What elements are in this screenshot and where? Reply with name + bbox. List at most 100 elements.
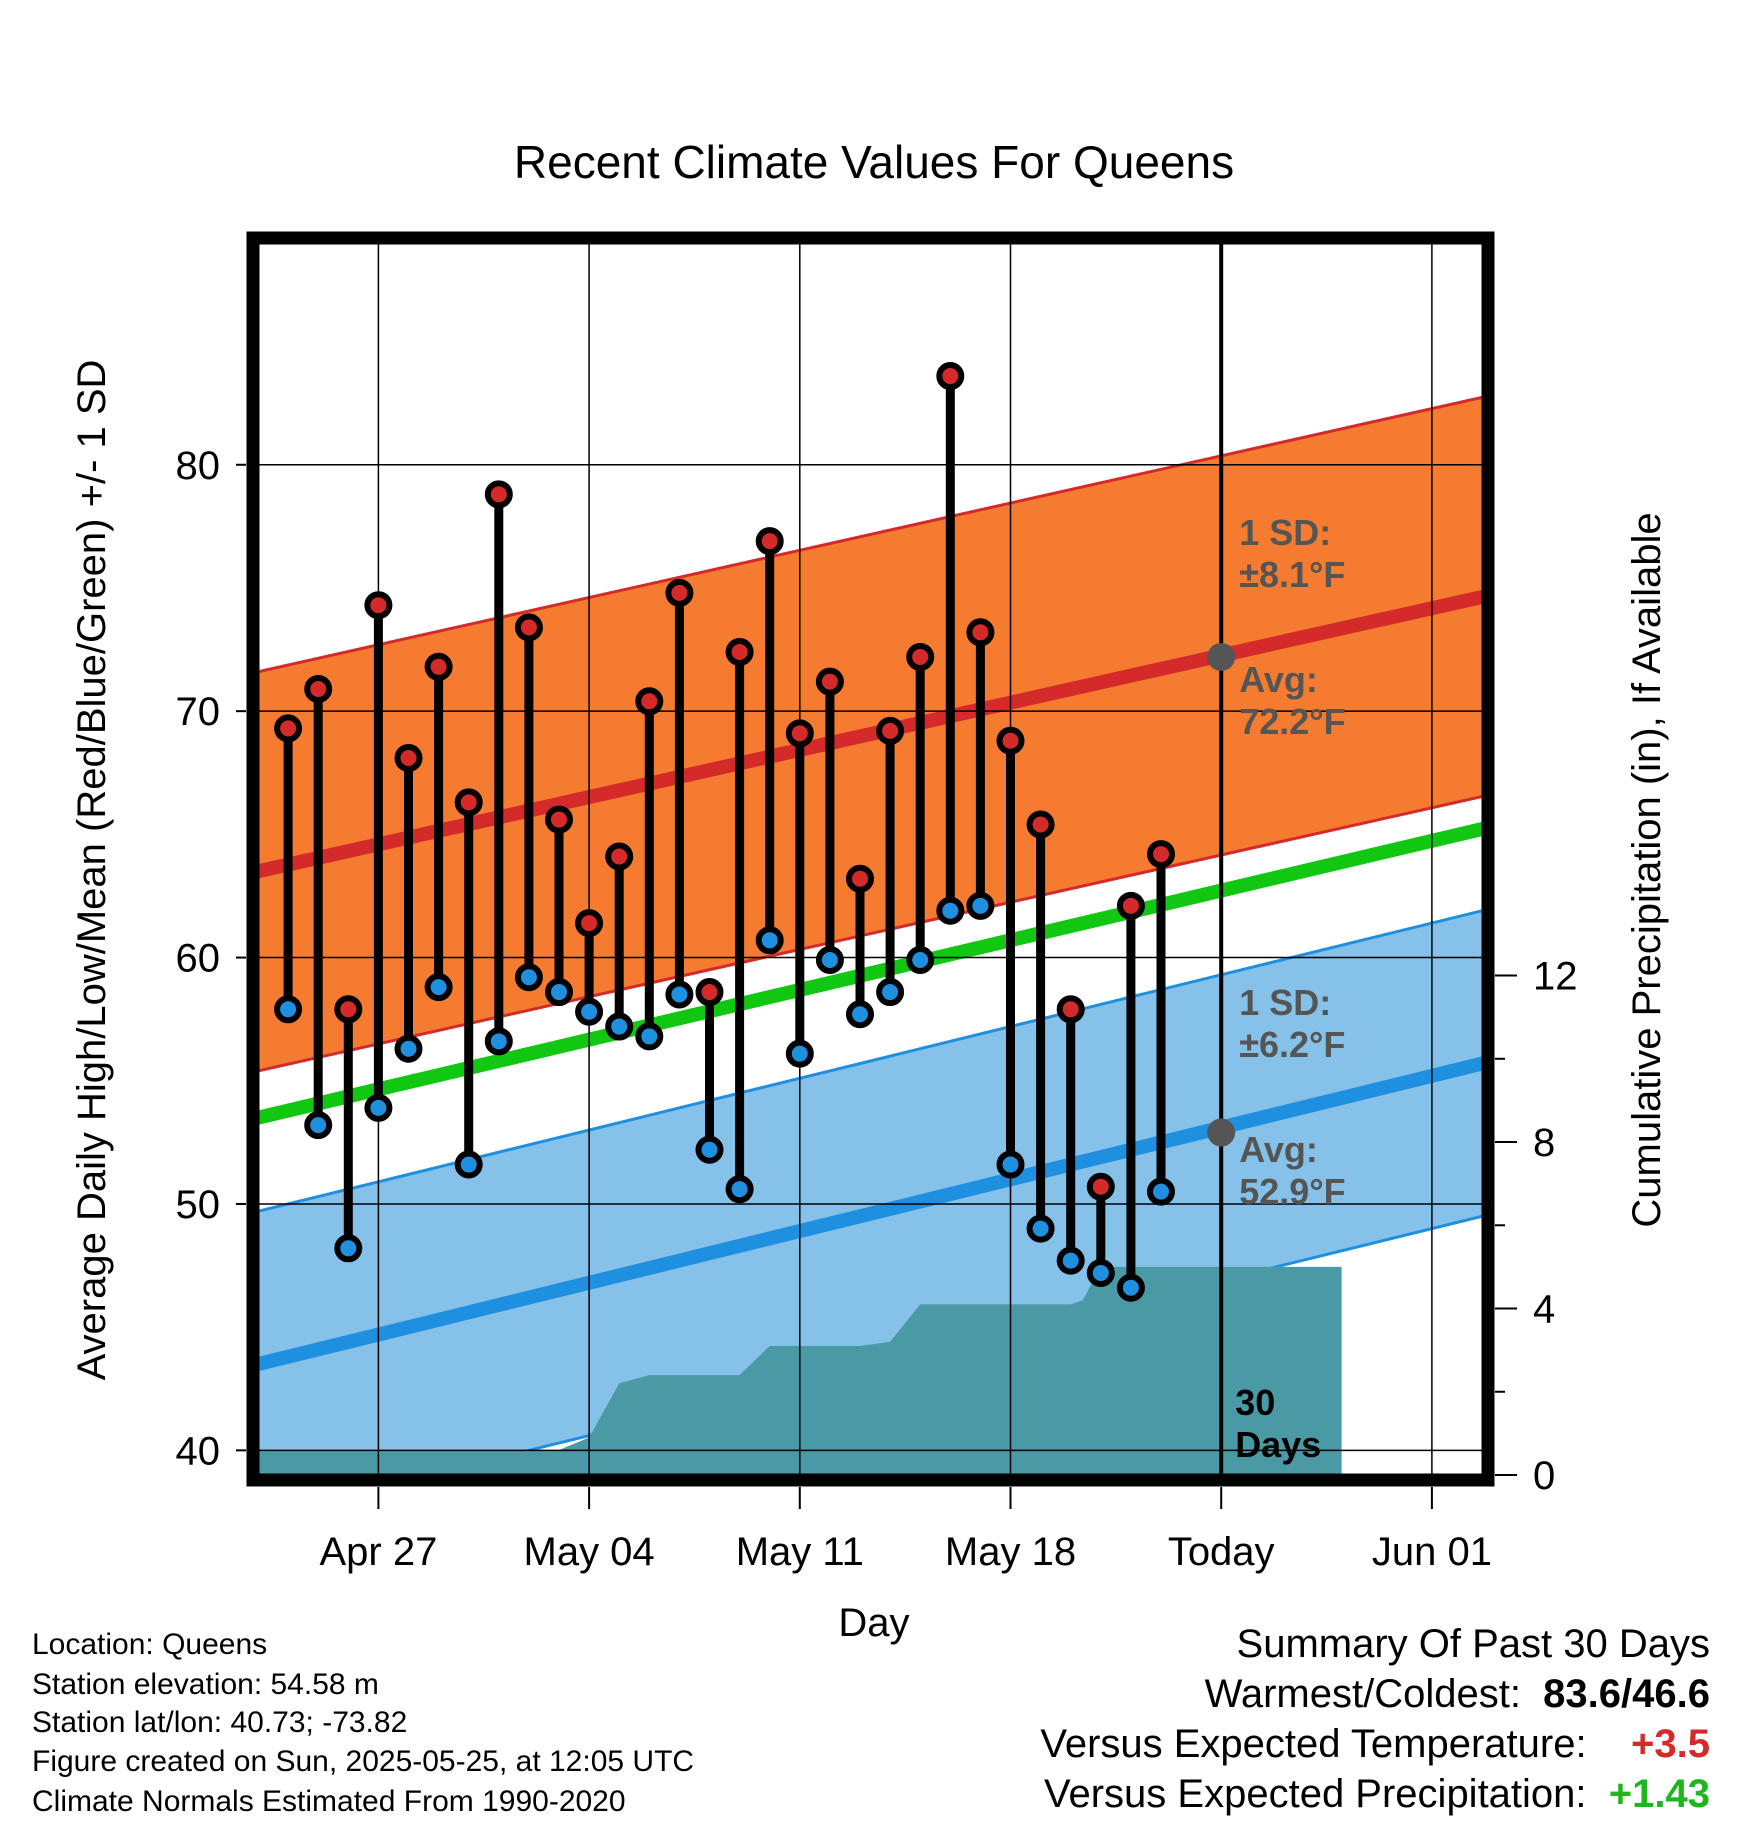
- high-point: [936, 362, 965, 391]
- precip-value: +1.43: [1608, 1772, 1710, 1816]
- low-point: [1147, 1177, 1175, 1206]
- high-point: [815, 667, 844, 696]
- low-point: [424, 973, 453, 1002]
- low-point: [725, 1175, 754, 1204]
- today-days-label-line2: Days: [1235, 1424, 1321, 1465]
- y2-tick-label: 4: [1533, 1288, 1555, 1332]
- low-normal-band: [258, 910, 1483, 1475]
- meta-created: Figure created on Sun, 2025-05-25, at 12…: [32, 1745, 695, 1778]
- high-point: [605, 842, 634, 871]
- high-point: [1116, 891, 1145, 920]
- y-tick-label: 70: [176, 690, 221, 734]
- low-point: [755, 926, 784, 955]
- low-point: [635, 1022, 664, 1051]
- high-point: [575, 909, 604, 938]
- high-point: [1056, 995, 1085, 1024]
- low-avg-annotation-line2: 52.9°F: [1239, 1171, 1345, 1212]
- summary-temp: Versus Expected Temperature: +3.5: [1040, 1724, 1710, 1764]
- high-point: [906, 642, 935, 671]
- precip-label: Versus Expected Precipitation:: [1044, 1772, 1587, 1816]
- low-point: [936, 896, 965, 925]
- high-point: [876, 716, 905, 745]
- meta-elevation: Station elevation: 54.58 m: [32, 1668, 379, 1701]
- high-point: [484, 480, 513, 509]
- high-point: [635, 687, 664, 716]
- plot-frame: [246, 231, 1495, 1487]
- high-sd-annotation-line1: 1 SD:: [1239, 512, 1331, 553]
- low-point: [876, 978, 905, 1007]
- low-sd-annotation-line1: 1 SD:: [1239, 982, 1331, 1023]
- meta-location: Location: Queens: [32, 1628, 268, 1661]
- y2-tick-label: 0: [1533, 1454, 1555, 1498]
- high-point: [514, 613, 543, 642]
- high-point: [545, 805, 573, 834]
- high-point: [1147, 840, 1175, 869]
- summary-precip: Versus Expected Precipitation: +1.43: [1044, 1774, 1710, 1814]
- chart-title: Recent Climate Values For Queens: [514, 136, 1234, 188]
- low-point: [545, 978, 573, 1007]
- low-point: [605, 1012, 634, 1041]
- y-tick-label: 80: [176, 444, 221, 488]
- warm-cold-value: 83.6/46.6: [1543, 1672, 1710, 1716]
- high-avg-annotation-line2: 72.2°F: [1239, 701, 1345, 742]
- x-tick-label: Jun 01: [1372, 1530, 1492, 1574]
- high-point: [1086, 1172, 1115, 1201]
- low-point: [454, 1150, 483, 1179]
- low-point: [1056, 1246, 1085, 1275]
- high-point: [424, 652, 453, 681]
- x-tick-label: May 11: [736, 1530, 864, 1574]
- y-tick-label: 60: [176, 937, 221, 981]
- y-tick-label: 40: [176, 1429, 221, 1473]
- high-point: [304, 674, 333, 703]
- x-tick-label: May 04: [524, 1530, 655, 1574]
- high-point: [725, 638, 754, 667]
- y-tick-label: 50: [176, 1183, 221, 1227]
- high-point: [996, 726, 1025, 755]
- high-point: [846, 864, 874, 893]
- low-point: [334, 1234, 363, 1263]
- high-point: [274, 714, 303, 743]
- high-point: [665, 578, 694, 607]
- low-point: [846, 1000, 874, 1029]
- low-point: [304, 1111, 333, 1140]
- low-point: [906, 946, 935, 975]
- high-point: [394, 743, 423, 772]
- summary-warm-cold: Warmest/Coldest: 83.6/46.6: [1205, 1674, 1710, 1714]
- y2-axis-label: Cumulative Precipitation (in), If Availa…: [1625, 512, 1669, 1227]
- high-point: [695, 978, 724, 1007]
- high-point: [454, 788, 483, 817]
- temp-label: Versus Expected Temperature:: [1040, 1722, 1587, 1766]
- low-point: [1086, 1258, 1115, 1287]
- y2-tick-label: 12: [1533, 955, 1578, 999]
- meta-latlon: Station lat/lon: 40.73; -73.82: [32, 1706, 408, 1739]
- warm-cold-label: Warmest/Coldest:: [1204, 1672, 1521, 1716]
- high-avg-annotation-line1: Avg:: [1239, 659, 1318, 700]
- high-normal-band-upper-edge: [258, 395, 1483, 674]
- low-avg-marker: [1207, 1118, 1236, 1147]
- summary-heading: Summary Of Past 30 Days: [1236, 1622, 1710, 1666]
- low-point: [484, 1027, 513, 1056]
- x-tick-label: Today: [1168, 1530, 1275, 1574]
- low-point: [1026, 1214, 1055, 1243]
- y-axis-label: Average Daily High/Low/Mean (Red/Blue/Gr…: [70, 360, 114, 1381]
- x-axis-label: Day: [838, 1601, 909, 1645]
- high-point: [1026, 810, 1055, 839]
- low-normal-line: [258, 1056, 1483, 1371]
- high-point: [334, 995, 363, 1024]
- low-point: [665, 980, 694, 1009]
- low-point: [364, 1093, 393, 1122]
- meta-normals: Climate Normals Estimated From 1990-2020: [32, 1785, 626, 1818]
- low-point: [514, 963, 543, 992]
- low-point: [966, 891, 995, 920]
- high-sd-annotation-line2: ±8.1°F: [1239, 554, 1345, 595]
- temp-value: +3.5: [1631, 1722, 1710, 1766]
- low-point: [996, 1150, 1025, 1179]
- low-point: [575, 997, 604, 1026]
- low-point: [1116, 1273, 1145, 1302]
- x-tick-label: Apr 27: [319, 1530, 437, 1574]
- low-point: [274, 995, 303, 1024]
- high-point: [755, 527, 784, 556]
